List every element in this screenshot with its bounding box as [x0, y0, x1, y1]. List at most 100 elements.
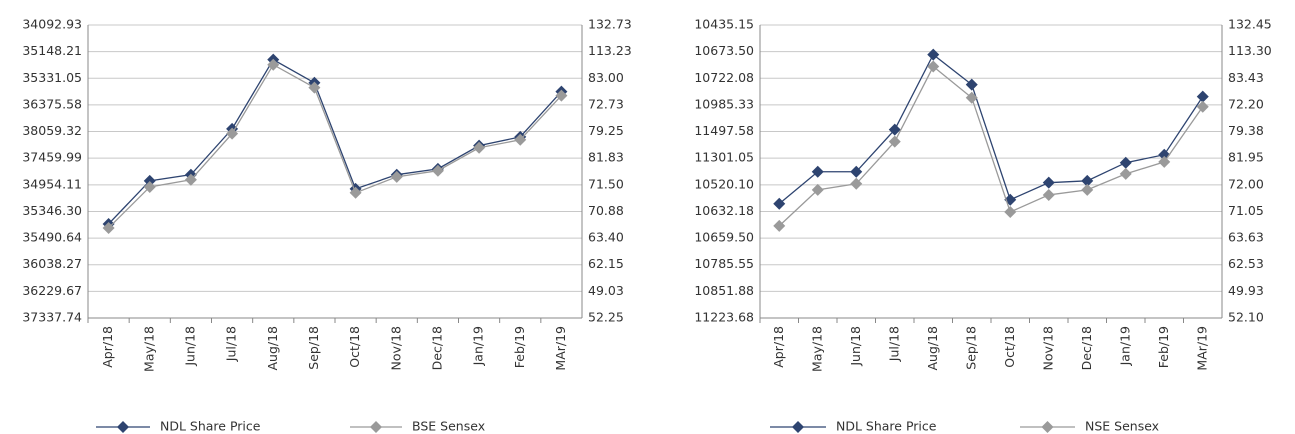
marker: [1119, 156, 1132, 169]
legend-marker: [792, 421, 804, 433]
x-tick-label: May/18: [141, 326, 156, 372]
y2-tick-label: 72.20: [1228, 96, 1264, 111]
x-tick-label: Apr/18: [100, 326, 115, 368]
y-tick-label: 36375.58: [22, 96, 82, 111]
marker: [143, 180, 156, 193]
y-tick-label: 10659.50: [694, 230, 754, 245]
x-tick-label: Nov/18: [388, 326, 403, 371]
x-tick-label: Sep/18: [963, 326, 978, 370]
marker: [850, 177, 863, 190]
y-tick-label: 36229.67: [22, 283, 82, 298]
marker: [555, 89, 568, 102]
marker: [927, 48, 940, 61]
y2-tick-label: 63.63: [1228, 230, 1264, 245]
y-tick-label: 37337.74: [22, 310, 82, 325]
x-tick-label: May/18: [809, 326, 824, 372]
legend-marker: [1041, 421, 1054, 433]
y2-tick-label: 49.03: [588, 283, 624, 298]
y2-tick-label: 83.00: [588, 70, 624, 85]
y-tick-label: 10722.08: [694, 70, 754, 85]
marker: [473, 141, 486, 154]
marker: [1119, 167, 1132, 180]
y2-tick-label: 72.73: [588, 96, 624, 111]
y-tick-label: 10785.55: [694, 256, 754, 271]
y-tick-label: 34954.11: [22, 176, 82, 191]
legend-label: NDL Share Price: [836, 419, 937, 434]
y-tick-label: 11301.05: [694, 150, 754, 165]
marker: [888, 123, 901, 136]
y2-tick-label: 79.38: [1228, 123, 1264, 138]
marker: [1081, 174, 1094, 187]
y2-tick-label: 52.25: [588, 310, 624, 325]
marker: [431, 164, 444, 177]
x-tick-label: Apr/18: [771, 326, 786, 368]
y-tick-label: 10632.18: [694, 203, 754, 218]
y-tick-label: 35331.05: [22, 70, 82, 85]
marker: [184, 173, 197, 186]
marker: [102, 221, 115, 234]
y-tick-label: 10851.88: [694, 283, 754, 298]
marker: [1196, 100, 1209, 113]
x-tick-label: MAr/19: [1194, 326, 1209, 371]
y2-tick-label: 71.05: [1228, 203, 1264, 218]
y2-tick-label: 63.40: [588, 230, 624, 245]
legend-marker: [117, 421, 129, 433]
y-tick-label: 10435.15: [694, 17, 754, 32]
x-tick-label: Feb/19: [512, 326, 527, 368]
y-tick-label: 34092.93: [22, 17, 82, 32]
y2-tick-label: 81.83: [588, 150, 624, 165]
series-line: [778, 65, 1204, 227]
y-tick-label: 36038.27: [22, 256, 82, 271]
y2-tick-label: 71.50: [588, 176, 624, 191]
y2-tick-label: 62.15: [588, 256, 624, 271]
y2-tick-label: 72.00: [1228, 176, 1264, 191]
x-tick-label: Jun/18: [182, 326, 197, 367]
marker: [811, 165, 824, 178]
legend-label: NDL Share Price: [160, 419, 261, 434]
x-tick-label: Dec/18: [1079, 326, 1094, 370]
marker: [811, 183, 824, 196]
marker: [514, 133, 527, 146]
x-tick-label: MAr/19: [553, 326, 568, 371]
x-tick-label: Dec/18: [429, 326, 444, 370]
marker: [1081, 183, 1094, 196]
marker: [143, 174, 156, 187]
marker: [850, 165, 863, 178]
x-tick-label: Jan/19: [471, 326, 486, 366]
y-tick-label: 35148.21: [22, 43, 82, 58]
x-tick-label: Jul/18: [224, 326, 239, 362]
marker: [965, 91, 978, 104]
y-tick-label: 37459.99: [22, 150, 82, 165]
marker: [267, 58, 280, 71]
marker: [349, 186, 362, 199]
y2-tick-label: 83.43: [1228, 70, 1264, 85]
marker: [308, 81, 321, 94]
x-tick-label: Aug/18: [925, 326, 940, 371]
y-tick-label: 10673.50: [694, 43, 754, 58]
y2-tick-label: 81.95: [1228, 150, 1264, 165]
legend-label: BSE Sensex: [412, 419, 485, 434]
y-tick-label: 35490.64: [22, 230, 82, 245]
y2-tick-label: 132.45: [1228, 17, 1272, 32]
x-tick-label: Oct/18: [1002, 326, 1017, 368]
marker: [773, 197, 786, 210]
y-tick-label: 11223.68: [694, 310, 754, 325]
marker: [1158, 155, 1171, 168]
y2-tick-label: 70.88: [588, 203, 624, 218]
marker: [1196, 90, 1209, 103]
x-tick-label: Jun/18: [848, 326, 863, 367]
y-tick-label: 38059.32: [22, 123, 82, 138]
y2-tick-label: 79.25: [588, 123, 624, 138]
marker: [773, 219, 786, 232]
x-tick-label: Feb/19: [1156, 326, 1171, 368]
marker: [965, 78, 978, 91]
x-tick-label: Jan/19: [1117, 326, 1132, 366]
legend-label: NSE Sensex: [1085, 419, 1159, 434]
marker: [888, 135, 901, 148]
y-tick-label: 10985.33: [694, 96, 754, 111]
y2-tick-label: 62.53: [1228, 256, 1264, 271]
marker: [1042, 176, 1055, 189]
x-tick-label: Oct/18: [347, 326, 362, 368]
y2-tick-label: 113.23: [588, 43, 632, 58]
marker: [390, 170, 403, 183]
